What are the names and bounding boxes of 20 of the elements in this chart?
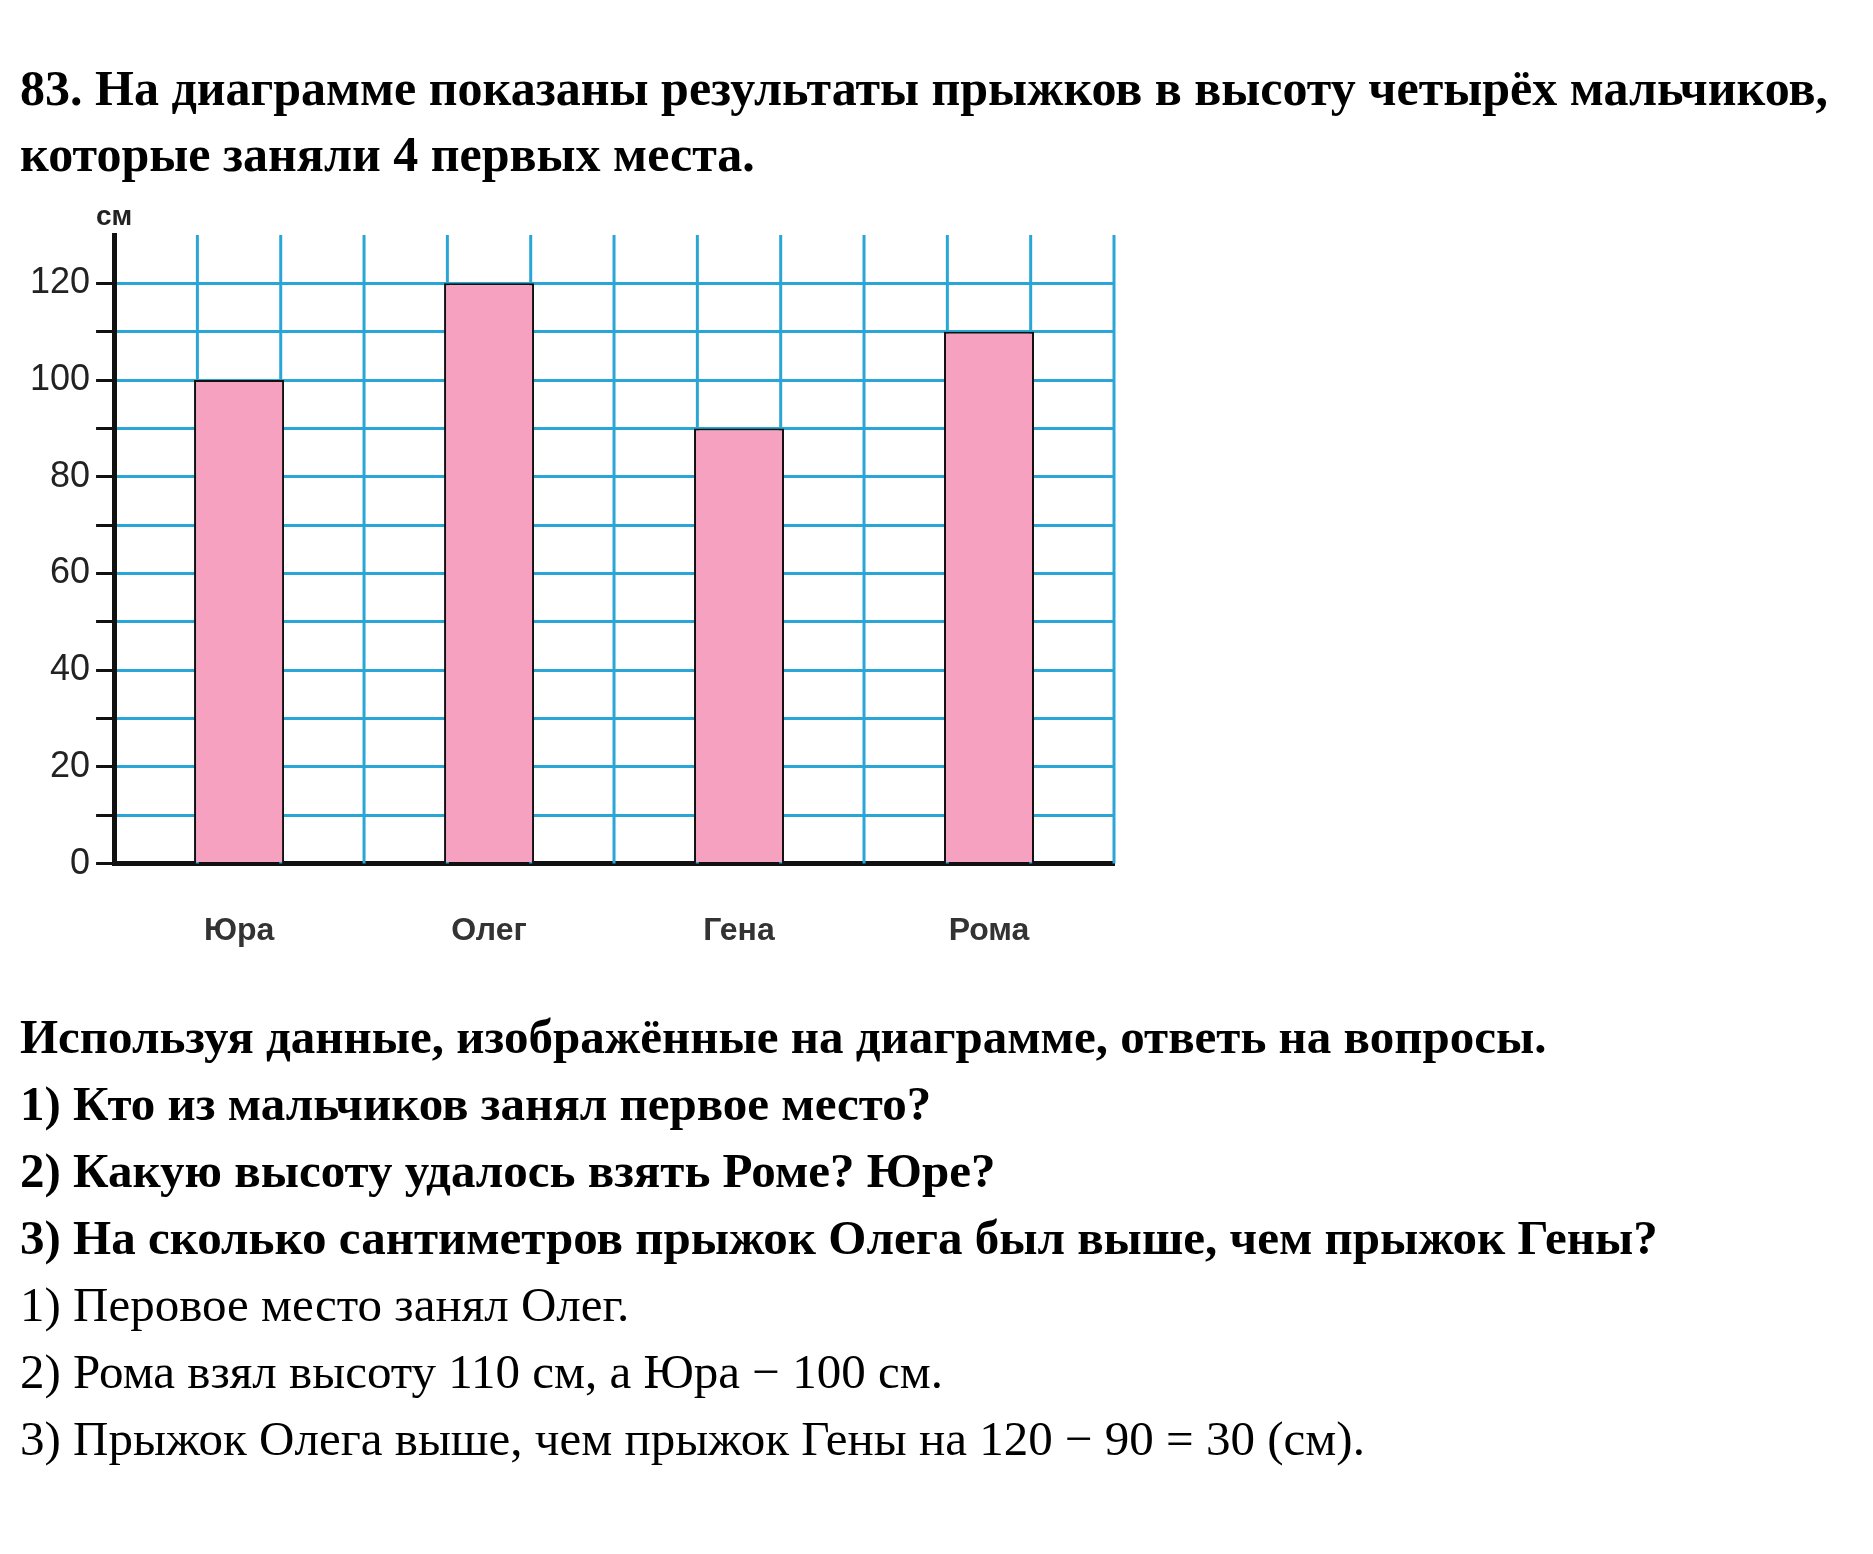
text: 3) На сколько сантиметров прыжок Олега был выше, чем прыжок Гены? bbox=[20, 1209, 1659, 1267]
y-tick-label: 100 bbox=[29, 356, 91, 398]
y-tick-label: 40 bbox=[50, 647, 91, 689]
y-tick-label: 80 bbox=[50, 453, 91, 495]
y-axis-title: см bbox=[95, 199, 133, 231]
y-tick-label: 60 bbox=[50, 550, 91, 592]
text: 3) Прыжок Олега выше, чем прыжок Гены на 120 − 90 = 30 (см). bbox=[20, 1410, 1366, 1468]
x-tick-label: Гена bbox=[703, 910, 775, 947]
text: 2) Какую высоту удалось взять Роме? Юре? bbox=[20, 1142, 997, 1200]
x-tick-label: Олег bbox=[451, 910, 527, 947]
chart-title: 83. На диаграмме показаны результаты прыжков в высоту четырёх мальчиков, которые заняли 4 первых места. bbox=[20, 59, 1829, 184]
text: 2) Рома взял высоту 110 см, а Юра − 100 см. bbox=[20, 1343, 944, 1401]
x-tick-label: Рома bbox=[948, 910, 1030, 947]
y-tick-label: 0 bbox=[70, 840, 91, 882]
text: 1) Кто из мальчиков занял первое место? bbox=[20, 1075, 933, 1133]
x-tick-label: Юра bbox=[203, 910, 275, 947]
y-tick-label: 120 bbox=[29, 260, 91, 302]
text: Используя данные, изображённые на диаграмме, ответь на вопросы. bbox=[20, 1008, 1548, 1066]
y-tick-label: 20 bbox=[50, 743, 91, 785]
text: 1) Перовое место занял Олег. bbox=[20, 1276, 631, 1334]
